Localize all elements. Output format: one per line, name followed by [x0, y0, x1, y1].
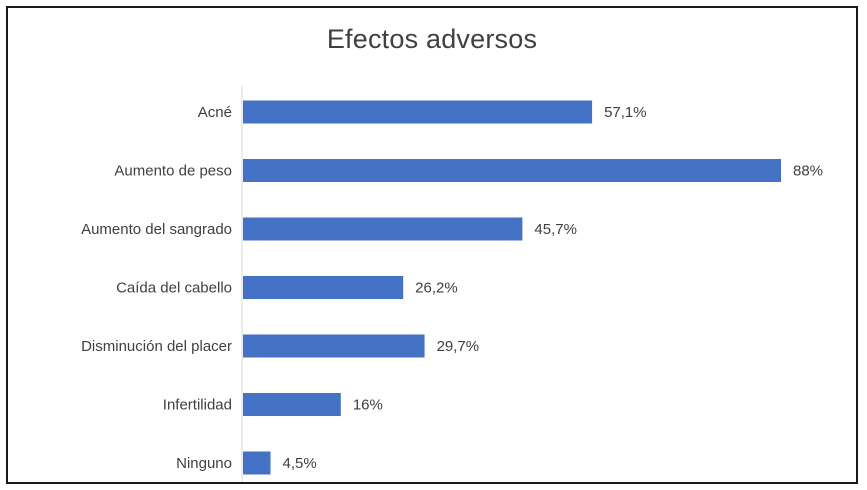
chart-title: Efectos adversos — [326, 24, 538, 54]
bar — [243, 159, 781, 182]
bar — [243, 276, 404, 299]
category-label: Aumento de peso — [114, 163, 232, 180]
category-label: Infertilidad — [163, 397, 232, 414]
bar — [243, 100, 593, 124]
category-label: Ninguno — [176, 455, 232, 472]
category-label: Disminución del placer — [81, 338, 232, 355]
data-label: 57,1% — [604, 104, 647, 121]
bar — [243, 217, 523, 241]
bar — [243, 393, 341, 416]
category-label: Acné — [198, 104, 232, 121]
data-label: 16% — [353, 397, 383, 414]
bar — [243, 451, 271, 475]
chart-frame: Efectos adversos Acné 57,1% Aumento de pes… — [6, 6, 858, 484]
data-label: 29,7% — [437, 338, 480, 355]
data-label: 4,5% — [283, 455, 317, 472]
data-label: 88% — [793, 163, 823, 180]
data-label: 26,2% — [415, 280, 458, 297]
data-label: 45,7% — [534, 221, 577, 238]
bars-group: Acné 57,1% Aumento de peso 88% Aumento del s… — [81, 100, 823, 475]
bar-chart: Acné 57,1% Aumento de peso 88% Aumento del s… — [81, 86, 823, 482]
category-label: Aumento del sangrado — [81, 221, 232, 238]
bar — [243, 334, 425, 358]
category-label: Caída del cabello — [116, 280, 232, 297]
